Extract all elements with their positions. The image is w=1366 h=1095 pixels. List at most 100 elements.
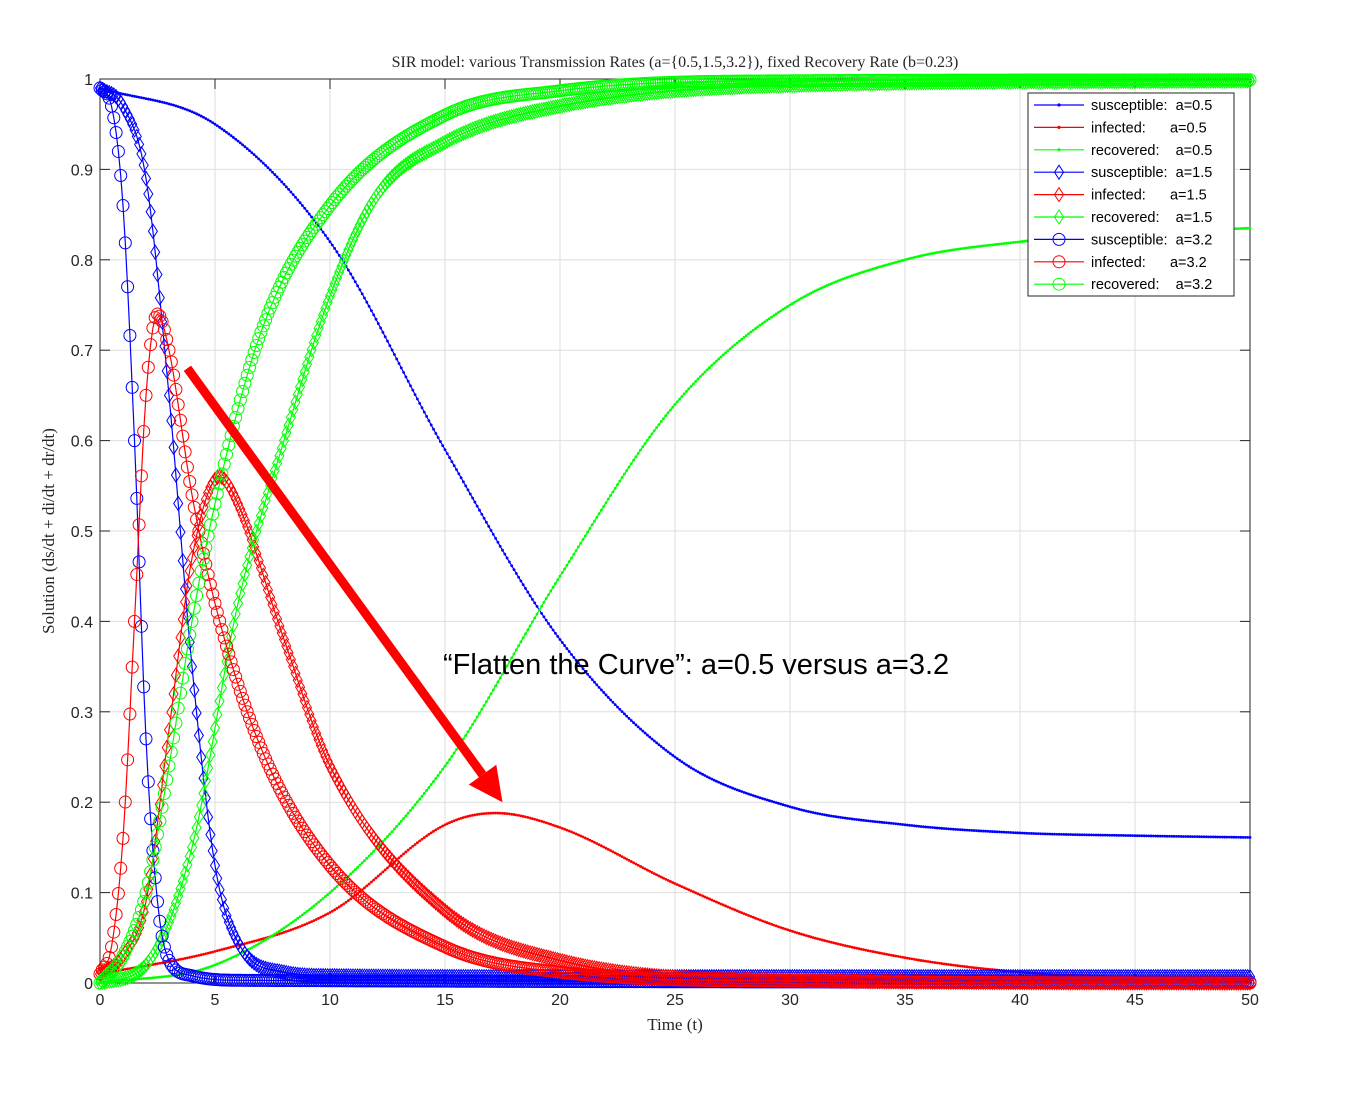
point-marker [200,491,211,508]
point-marker [234,954,238,958]
point-marker [558,574,562,578]
point-marker [1108,833,1112,837]
point-marker [269,603,280,620]
point-marker [936,968,947,985]
point-marker [866,268,870,272]
point-marker [809,291,813,295]
point-marker [563,644,566,647]
point-marker [349,872,353,876]
point-marker [975,968,986,985]
point-marker [763,920,767,924]
point-marker [853,273,856,277]
point-marker [176,671,190,685]
point-marker [398,864,409,881]
point-marker [458,968,469,985]
point-marker [813,811,817,815]
annotation-arrow [183,365,503,803]
point-marker [243,711,256,725]
point-marker [228,925,239,942]
point-marker [324,913,327,917]
point-marker [420,406,424,410]
point-marker [286,253,300,267]
point-marker [343,241,354,258]
point-marker [197,953,201,957]
point-marker [636,725,640,729]
point-marker [298,825,312,839]
point-marker [249,338,263,352]
point-marker [146,97,150,101]
y-tick-label: 0.2 [71,795,93,812]
point-marker [972,245,976,249]
point-marker [843,944,847,948]
point-marker [508,812,511,816]
point-marker [1230,835,1233,839]
point-marker [1099,833,1102,837]
point-marker [1021,968,1032,985]
x-tick-label: 35 [896,992,914,1009]
point-marker [896,260,900,264]
point-marker [593,680,596,684]
point-marker [874,968,885,985]
legend-entry: infected: a=0.5 [1034,120,1207,136]
point-marker [1090,968,1101,985]
point-marker [853,968,865,985]
point-marker [951,248,955,252]
point-marker [429,783,433,786]
point-marker [1120,968,1131,985]
point-marker [118,795,132,809]
point-marker [717,901,721,905]
point-marker [397,362,401,365]
point-marker [293,241,307,255]
point-marker [216,891,227,908]
point-marker [340,904,343,907]
point-marker [733,908,737,912]
point-marker [453,913,464,930]
point-marker [590,523,594,527]
point-marker [335,907,339,910]
point-marker [165,101,169,105]
point-marker [109,126,123,140]
point-marker [595,842,599,845]
point-marker [157,787,171,801]
point-marker [471,496,474,500]
y-tick-label: 0 [84,976,93,993]
legend-entry: susceptible: a=0.5 [1034,98,1212,114]
x-axis-label: Time (t) [647,1015,703,1034]
point-marker [193,727,204,744]
x-tick-label: 10 [321,992,339,1009]
point-marker [299,967,310,984]
point-marker [1159,968,1170,985]
point-marker [457,472,461,476]
point-marker [841,277,845,281]
legend-entry: recovered: a=1.5 [1034,209,1212,226]
point-marker [519,814,523,818]
point-marker [311,967,322,984]
point-marker [395,357,399,361]
point-marker [405,968,416,985]
point-marker [216,679,227,696]
point-marker [289,921,293,925]
point-marker [403,869,414,886]
legend-marker [1057,125,1061,129]
point-marker [818,287,822,291]
point-marker [332,869,346,883]
point-marker [1060,968,1072,985]
point-marker [234,137,238,141]
point-marker [1184,835,1187,838]
point-marker [349,897,353,901]
point-marker [1028,968,1039,985]
point-marker [1002,830,1006,834]
point-marker [678,397,681,401]
point-marker [178,656,192,670]
point-marker [740,911,744,915]
point-marker [1241,835,1245,839]
point-marker [111,886,125,900]
point-marker [1008,968,1019,985]
point-marker [503,812,507,815]
point-marker [1041,832,1045,836]
point-marker [180,642,194,656]
point-marker [761,919,764,923]
point-marker [315,967,326,984]
point-marker [712,361,716,365]
point-marker [157,940,171,954]
